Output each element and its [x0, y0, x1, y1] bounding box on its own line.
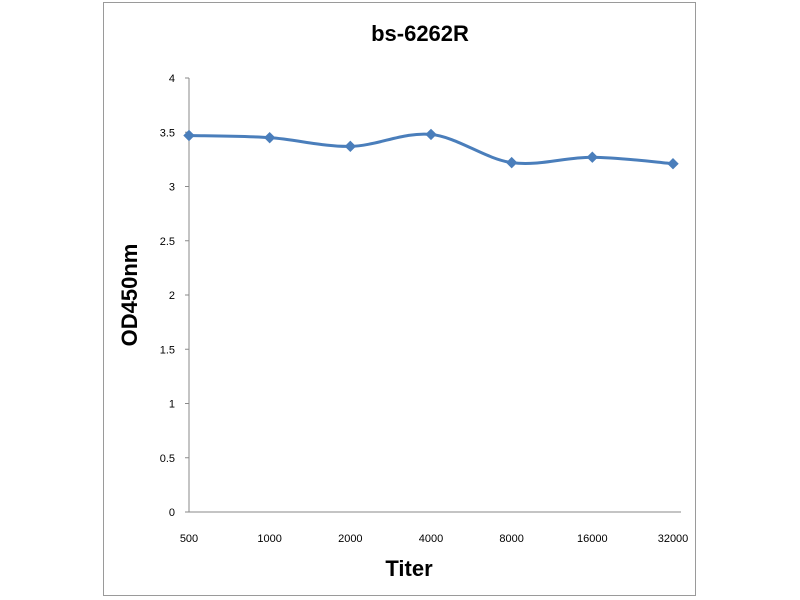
- y-tick-label: 0: [169, 507, 175, 519]
- data-point: [183, 129, 195, 142]
- x-tick-label: 1000: [257, 533, 281, 545]
- x-tick-label: 4000: [419, 533, 443, 545]
- y-tick-label: 2: [169, 290, 175, 302]
- y-tick-label: 0.5: [160, 453, 175, 465]
- data-point: [263, 131, 276, 144]
- y-axis-label: OD450nm: [117, 244, 142, 347]
- y-tick-label: 1.5: [160, 344, 175, 356]
- x-tick-label: 500: [180, 533, 198, 545]
- y-tick-label: 3.5: [160, 127, 175, 139]
- chart-title: bs-6262R: [371, 21, 469, 46]
- plot-area: 0 0.5 1 1.5 2 2.5 3 3.5 4 500 1000 2000 4000 8000 1600…: [160, 73, 689, 545]
- x-tick-label: 8000: [499, 533, 523, 545]
- x-tick-label: 2000: [338, 533, 362, 545]
- x-tick-label: 16000: [577, 533, 608, 545]
- y-tick-label: 3: [169, 182, 175, 194]
- data-point: [505, 156, 518, 169]
- chart-frame: [103, 2, 696, 596]
- y-tick-label: 2.5: [160, 236, 175, 248]
- y-tick-label: 1: [169, 399, 175, 411]
- x-axis-label: Titer: [385, 556, 433, 581]
- data-point: [586, 151, 599, 163]
- data-point: [344, 140, 357, 153]
- data-point: [667, 158, 679, 170]
- y-tick-label: 4: [169, 73, 175, 85]
- x-tick-label: 32000: [658, 533, 689, 545]
- data-point: [425, 128, 437, 141]
